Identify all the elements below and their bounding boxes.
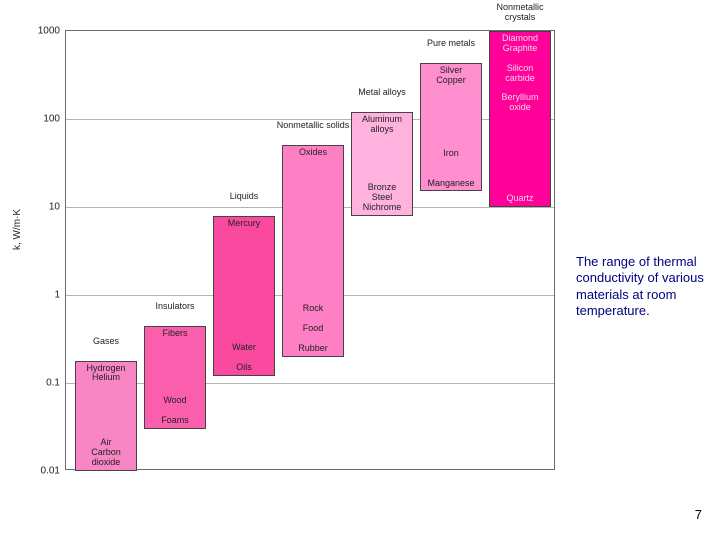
y-tick: 100 bbox=[43, 114, 60, 125]
y-tick: 0.1 bbox=[46, 378, 60, 389]
y-tick: 10 bbox=[49, 202, 60, 213]
category-bar: HydrogenHeliumAirCarbondioxide bbox=[75, 361, 137, 471]
bar-item: Helium bbox=[92, 373, 120, 383]
category-bar: MercuryWater Oils bbox=[213, 216, 275, 377]
gridline bbox=[66, 383, 554, 384]
bar-item: Copper bbox=[436, 76, 466, 86]
thermal-conductivity-chart: 10001001010.10.01GasesHydrogenHeliumAirC… bbox=[65, 30, 555, 470]
y-axis-label: k, W/m·K bbox=[12, 209, 23, 250]
y-tick: 1000 bbox=[38, 26, 60, 37]
category-label: Metal alloys bbox=[342, 88, 422, 98]
y-tick: 0.01 bbox=[41, 466, 60, 477]
category-label: Insulators bbox=[135, 302, 215, 312]
bar-item: dioxide bbox=[92, 458, 121, 468]
figure-caption: The range of thermal conductivity of var… bbox=[576, 254, 706, 319]
category-bar: AluminumalloysBronzeSteelNichrome bbox=[351, 112, 413, 215]
bar-item: Nichrome bbox=[363, 203, 402, 213]
category-label: Nonmetallic crystals bbox=[480, 3, 560, 23]
bar-item: alloys bbox=[370, 125, 393, 135]
bar-item: Mercury bbox=[228, 219, 261, 229]
category-bar: FibersWood Foams bbox=[144, 326, 206, 429]
category-bar: OxidesRock Food Rubber bbox=[282, 145, 344, 356]
category-label: Nonmetallic solids bbox=[273, 121, 353, 131]
category-label: Pure metals bbox=[411, 39, 491, 49]
bar-item: Foams bbox=[161, 416, 189, 426]
bar-item: Oxides bbox=[299, 148, 327, 158]
page-number: 7 bbox=[695, 507, 702, 522]
bar-item: oxide bbox=[509, 103, 531, 113]
bar-item: Fibers bbox=[162, 329, 187, 339]
category-label: Gases bbox=[66, 337, 146, 347]
bar-item: Manganese bbox=[427, 179, 474, 189]
bar-item: Oils bbox=[236, 363, 252, 373]
y-tick: 1 bbox=[54, 290, 60, 301]
category-label: Liquids bbox=[204, 192, 284, 202]
category-bar: SilverCopperIron Manganese bbox=[420, 63, 482, 191]
category-bar: DiamondGraphite Siliconcarbide Beryllium… bbox=[489, 31, 551, 207]
bar-item: Rubber bbox=[298, 344, 328, 354]
bar-item: Quartz bbox=[506, 194, 533, 204]
